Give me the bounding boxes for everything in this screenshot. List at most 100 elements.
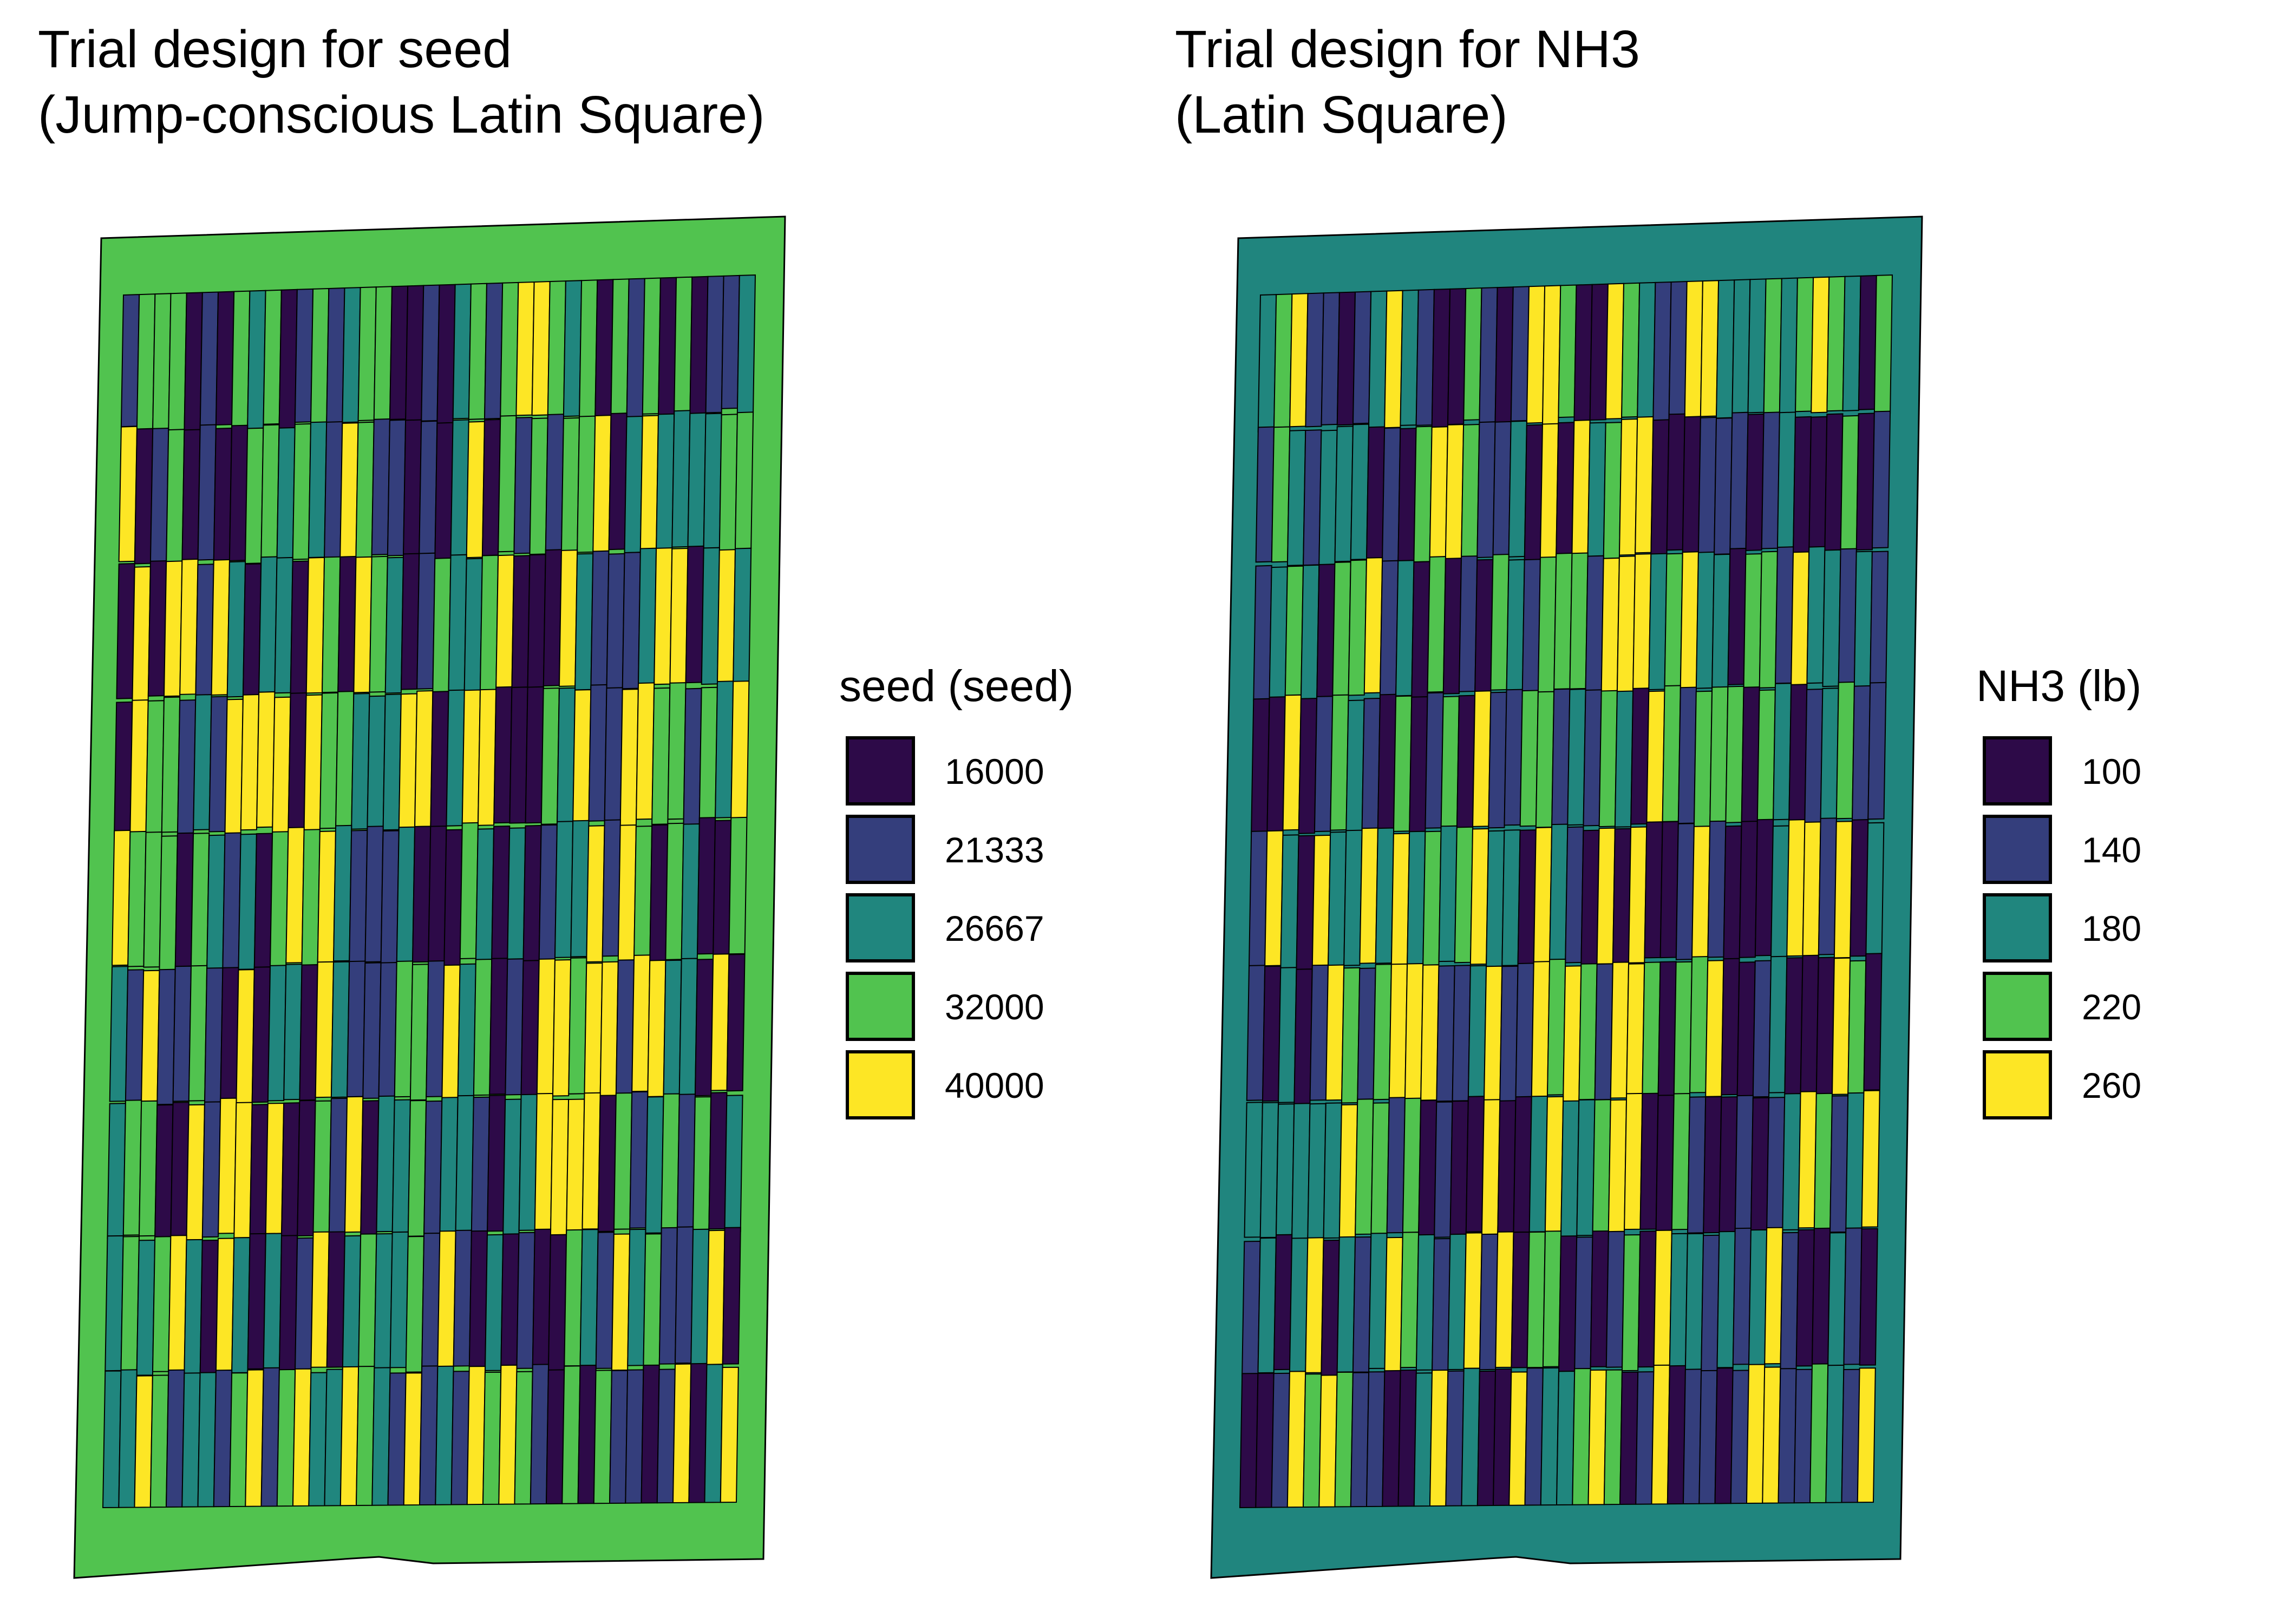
trial-plot-cell — [718, 414, 738, 552]
trial-plot-cell — [572, 689, 592, 827]
trial-plot-cell — [1635, 1371, 1655, 1505]
trial-plot-cell — [166, 429, 185, 566]
trial-plot-cell — [1576, 1099, 1596, 1236]
trial-plot-cell — [414, 690, 434, 828]
trial-plot-cell — [1334, 425, 1354, 562]
trial-plot-cell — [681, 823, 700, 961]
trial-plot-cell — [272, 696, 291, 834]
trial-plot-cell — [238, 833, 257, 970]
trial-plot-cell — [1289, 293, 1309, 428]
trial-plot-cell — [484, 1234, 504, 1371]
trial-plot-cell — [453, 1229, 472, 1367]
trial-plot-cell — [344, 1096, 364, 1233]
trial-plot-cell — [1648, 553, 1668, 691]
trial-plot-cell — [403, 1372, 422, 1506]
trial-plot-cell — [1352, 291, 1372, 424]
trial-plot-cell — [218, 1097, 237, 1234]
trial-plot-cell — [278, 289, 298, 429]
trial-plot-cell — [1596, 827, 1616, 965]
trial-plot-cell — [308, 1372, 328, 1507]
trial-plot-cell — [1492, 421, 1512, 558]
trial-plot-cell — [269, 831, 289, 968]
trial-plot-cell — [358, 1233, 377, 1370]
trial-plot-cell — [1327, 831, 1347, 968]
trial-plot-cell — [619, 689, 639, 827]
trial-plot-cell — [382, 693, 402, 831]
trial-plot-cell — [394, 960, 414, 1098]
trial-plot-cell — [1869, 551, 1889, 689]
trial-plot-cell — [1517, 829, 1537, 967]
trial-plot-cell — [1657, 961, 1677, 1098]
seed-legend-item-21333: 21333 — [839, 815, 1132, 893]
trial-plot-cell — [113, 701, 133, 838]
seed-legend-swatch — [846, 1050, 915, 1119]
trial-plot-cell — [1494, 286, 1514, 425]
trial-plot-cell — [251, 966, 271, 1103]
trial-plot-cell — [193, 694, 212, 831]
trial-plot-cell — [1572, 1367, 1591, 1505]
trial-plot-cell — [1381, 427, 1401, 564]
trial-plot-cell — [1537, 556, 1557, 693]
trial-plot-cell — [1284, 565, 1304, 702]
trial-plot-cell — [165, 1369, 185, 1508]
trial-plot-cell — [1280, 834, 1299, 971]
trial-plot-cell — [1723, 825, 1742, 963]
trial-plot-cell — [1406, 830, 1426, 967]
trial-plot-cell — [1587, 1369, 1607, 1505]
trial-plot-cell — [577, 415, 596, 553]
trial-plot-cell — [624, 415, 643, 554]
trial-plot-cell — [1420, 964, 1440, 1101]
trial-plot-cell — [305, 556, 325, 694]
trial-plot-cell — [1442, 558, 1462, 695]
trial-plot-cell — [283, 964, 303, 1101]
trial-plot-cell — [1497, 1100, 1517, 1237]
trial-plot-cell — [177, 699, 197, 836]
trial-plot-cell — [436, 284, 456, 424]
trial-plot-cell — [204, 967, 224, 1104]
trial-plot-cell — [184, 1239, 203, 1376]
trial-plot-cell — [1739, 820, 1758, 958]
trial-plot-cell — [1400, 1232, 1420, 1368]
trial-plot-cell — [190, 833, 210, 970]
trial-plot-cell — [1436, 965, 1455, 1102]
trial-plot-cell — [339, 422, 359, 560]
trial-plot-cell — [1800, 954, 1819, 1092]
trial-plot-cell — [543, 549, 563, 687]
trial-plot-cell — [466, 421, 485, 559]
trial-plot-cell — [1859, 1228, 1878, 1366]
trial-plot-cell — [1594, 963, 1613, 1101]
trial-plot-cell — [1248, 830, 1268, 967]
trial-plot-cell — [1355, 1098, 1374, 1235]
trial-plot-cell — [260, 1367, 280, 1507]
trial-plot-cell — [1818, 817, 1837, 955]
trial-plot-cell — [1750, 1097, 1770, 1235]
trial-plot-cell — [1526, 1231, 1546, 1368]
trial-plot-cell — [1731, 279, 1751, 414]
trial-plot-cell — [558, 549, 578, 687]
trial-plot-cell — [694, 958, 714, 1097]
trial-plot-cell — [1762, 1366, 1781, 1504]
trial-plot-cell — [1382, 1370, 1401, 1507]
trial-plot-cell — [1445, 424, 1465, 561]
trial-plot-cell — [134, 428, 154, 565]
trial-plot-cell — [545, 1369, 565, 1505]
trial-plot-cell — [290, 560, 309, 697]
trial-plot-cell — [111, 829, 131, 966]
trial-plot-cell — [240, 693, 260, 831]
trial-plot-cell — [156, 968, 176, 1105]
trial-plot-cell — [231, 1237, 251, 1374]
trial-plot-cell — [1341, 967, 1361, 1104]
nh3-legend-swatch — [1983, 972, 2052, 1041]
trial-plot-cell — [301, 829, 321, 966]
trial-plot-cell — [590, 550, 610, 688]
trial-plot-cell — [1336, 1236, 1356, 1373]
trial-plot-cell — [389, 285, 409, 420]
trial-plot-cell — [1368, 290, 1388, 428]
trial-plot-cell — [222, 832, 241, 969]
trial-plot-cell — [1730, 1370, 1749, 1504]
nh3-legend-item-260: 260 — [1976, 1050, 2269, 1129]
trial-plot-cell — [236, 969, 255, 1106]
trial-plot-cell — [1413, 1372, 1433, 1507]
trial-plot-cell — [594, 279, 614, 420]
nh3-legend-label: 140 — [2082, 830, 2142, 870]
